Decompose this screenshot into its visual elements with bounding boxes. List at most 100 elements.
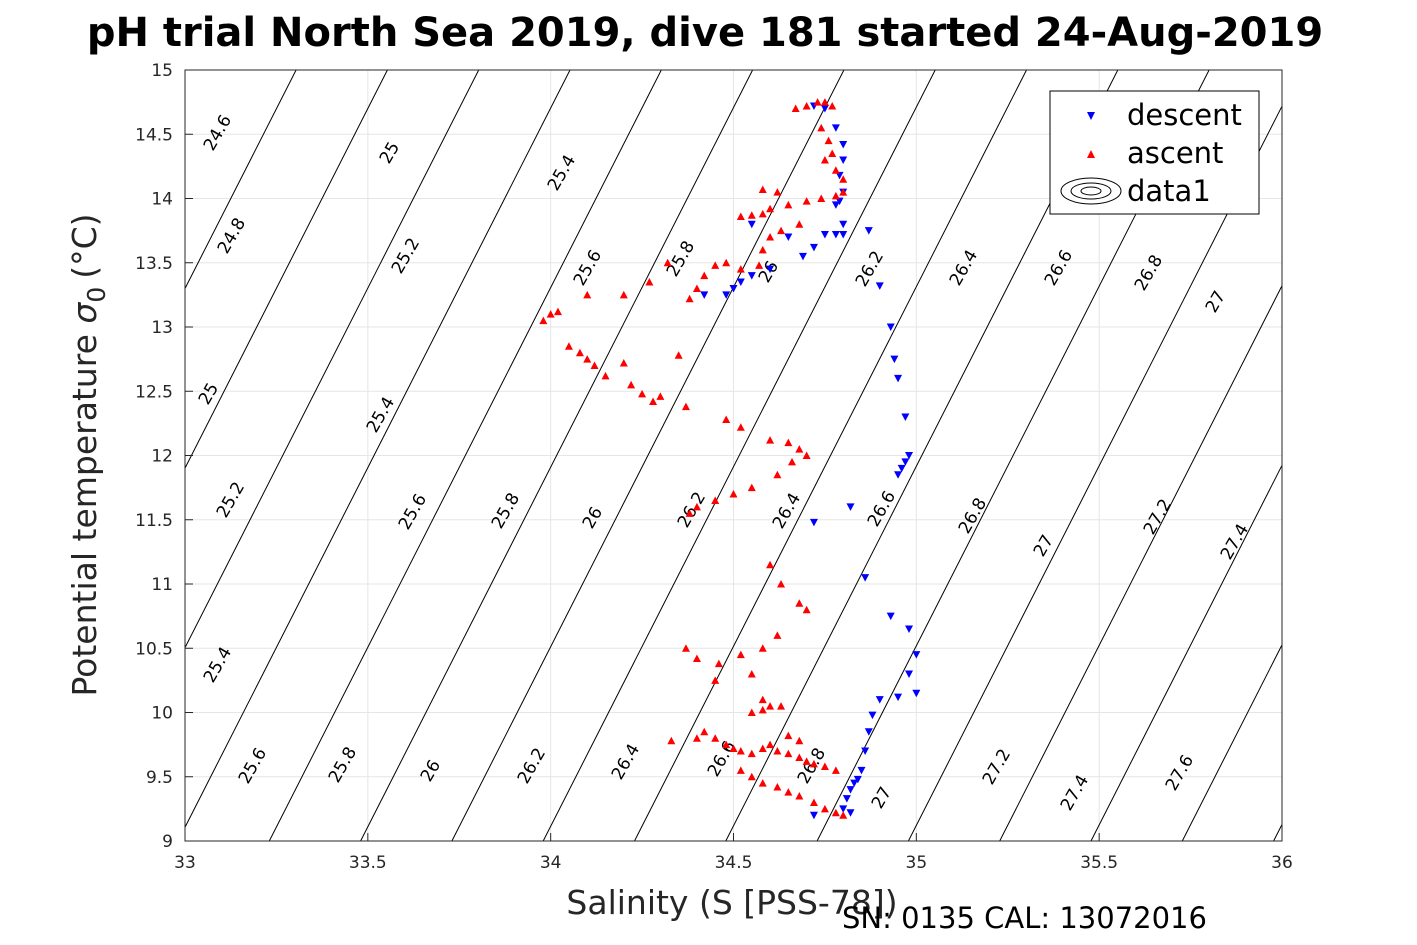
descent-point bbox=[798, 252, 807, 261]
descent-point bbox=[868, 711, 877, 720]
y-axis: 9 9.5 10 10.5 11 11.5 12 12.5 13 13.5 14 14.5 15 bbox=[135, 61, 193, 852]
ascent-point bbox=[777, 702, 786, 710]
y-axis-label: Potential temperature σ0 (°C) bbox=[65, 213, 111, 696]
descent-point bbox=[912, 689, 921, 698]
ascent-point bbox=[747, 669, 756, 678]
ascent-point bbox=[685, 509, 694, 517]
x-tick-label: 34.5 bbox=[715, 853, 753, 873]
ascent-point bbox=[747, 749, 756, 758]
x-axis: 33 33.5 34 34.5 35 35.5 36 bbox=[174, 833, 1293, 873]
isopycnal-line bbox=[185, 70, 571, 829]
ascent-point bbox=[839, 175, 848, 183]
ascent-point bbox=[663, 258, 672, 267]
chart-title: pH trial North Sea 2019, dive 181 starte… bbox=[87, 10, 1323, 56]
x-tick-label: 35 bbox=[906, 853, 928, 873]
ascent-point bbox=[802, 757, 811, 765]
ascent-point bbox=[546, 310, 555, 318]
ascent-point bbox=[700, 727, 709, 736]
ascent-point bbox=[784, 438, 793, 447]
x-tick-label: 33 bbox=[174, 853, 196, 873]
ascent-point bbox=[758, 779, 767, 787]
ascent-point bbox=[795, 445, 804, 453]
descent-point bbox=[839, 805, 848, 813]
ascent-point bbox=[722, 258, 731, 267]
descent-point bbox=[864, 728, 873, 736]
ascent-point bbox=[777, 580, 786, 588]
descent-point bbox=[905, 452, 914, 460]
ascent-point bbox=[564, 342, 573, 350]
y-tick-label: 14.5 bbox=[135, 125, 173, 145]
ascent-point bbox=[722, 740, 731, 749]
descent-point bbox=[846, 786, 855, 794]
ascent-point bbox=[766, 560, 775, 569]
ascent-point bbox=[758, 695, 767, 704]
y-tick-label: 14 bbox=[151, 190, 173, 210]
y-tick-label: 11 bbox=[151, 575, 173, 595]
descent-point bbox=[853, 775, 862, 784]
ascent-point bbox=[692, 284, 701, 292]
isopycnal-line bbox=[542, 70, 936, 841]
ascent-point bbox=[711, 676, 720, 684]
descent-point bbox=[875, 696, 884, 704]
ascent-point bbox=[583, 355, 592, 363]
ascent-point bbox=[736, 650, 745, 659]
ascent-point bbox=[681, 402, 690, 411]
legend-data1-label: data1 bbox=[1127, 174, 1211, 208]
legend-box bbox=[1049, 90, 1260, 215]
isopycnal-line bbox=[185, 70, 480, 649]
descent-series bbox=[700, 102, 921, 820]
descent-point bbox=[890, 355, 899, 364]
ascent-point bbox=[681, 644, 690, 652]
descent-point bbox=[700, 291, 709, 299]
descent-point bbox=[831, 201, 840, 209]
ascent-point bbox=[773, 747, 782, 755]
ascent-point bbox=[692, 654, 701, 663]
descent-point bbox=[894, 471, 903, 479]
ascent-point bbox=[736, 212, 745, 220]
ascent-point bbox=[795, 599, 804, 607]
y-tick-label: 13.5 bbox=[135, 254, 173, 274]
y-tick-label: 10.5 bbox=[135, 639, 173, 659]
descent-point bbox=[839, 230, 848, 239]
ascent-point bbox=[736, 766, 745, 774]
descent-point bbox=[729, 284, 738, 293]
descent-point bbox=[842, 795, 851, 803]
ascent-point bbox=[539, 316, 548, 325]
ascent-point bbox=[619, 358, 628, 367]
ascent-point bbox=[773, 631, 782, 639]
ascent-point bbox=[809, 759, 818, 768]
descent-point bbox=[850, 779, 859, 788]
ascent-point bbox=[722, 415, 731, 424]
descent-point bbox=[894, 374, 903, 383]
ascent-point bbox=[784, 731, 793, 740]
x-axis-label: Salinity (S [PSS-78]) bbox=[566, 883, 897, 922]
ascent-point bbox=[747, 708, 756, 716]
ascent-point bbox=[802, 197, 811, 205]
ascent-point bbox=[645, 278, 654, 286]
ascent-point bbox=[758, 185, 767, 194]
ascent-point bbox=[820, 98, 829, 106]
ascent-point bbox=[817, 123, 826, 132]
ascent-point bbox=[575, 348, 584, 357]
y-tick-label: 10 bbox=[151, 704, 173, 724]
ascent-point bbox=[638, 389, 647, 398]
ascent-point bbox=[619, 290, 628, 299]
ascent-point bbox=[590, 361, 599, 370]
descent-point bbox=[864, 227, 873, 235]
ascent-point bbox=[755, 261, 764, 269]
ascent-point bbox=[773, 470, 782, 479]
ascent-point bbox=[802, 605, 811, 614]
ascent-point bbox=[784, 788, 793, 796]
ascent-point bbox=[795, 736, 804, 745]
ascent-point bbox=[831, 766, 840, 774]
ascent-point bbox=[766, 204, 775, 213]
y-axis-label-symbol: σ bbox=[65, 302, 104, 324]
isopycnal-line bbox=[634, 70, 1027, 841]
isopycnal-line bbox=[268, 70, 662, 841]
serial-calibration: SN: 0135 CAL: 13072016 bbox=[842, 901, 1207, 935]
y-tick-label: 9 bbox=[162, 832, 173, 852]
ascent-point bbox=[795, 220, 804, 228]
x-tick-label: 36 bbox=[1271, 853, 1293, 873]
descent-point bbox=[875, 282, 884, 290]
